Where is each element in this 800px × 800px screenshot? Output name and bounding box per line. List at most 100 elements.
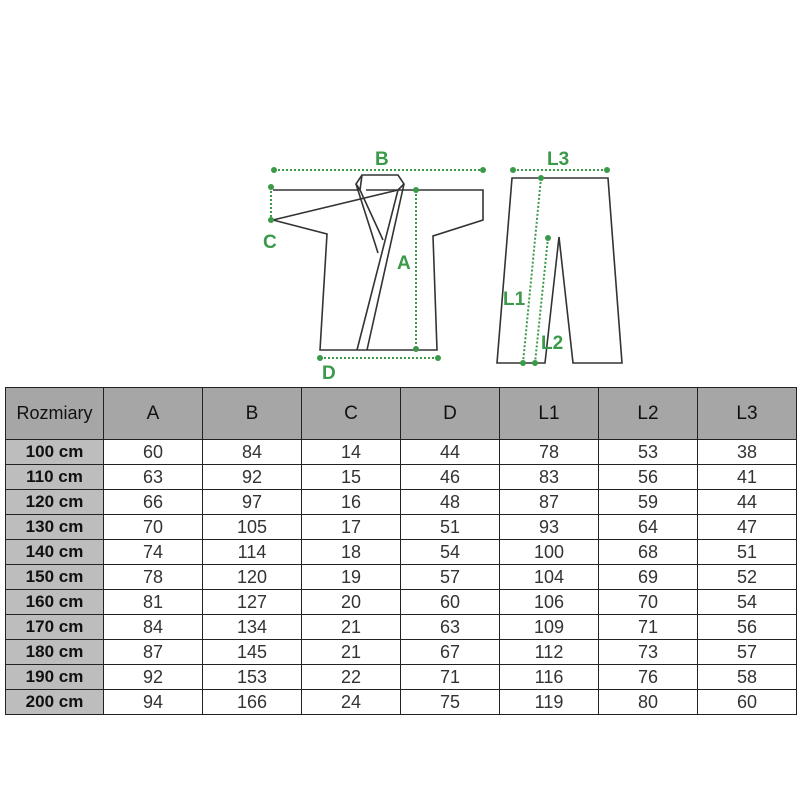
column-header-b: B — [202, 387, 302, 440]
measurement-cell: 120 — [202, 564, 302, 590]
label-l1: L1 — [503, 289, 526, 310]
measurement-cell: 14 — [301, 439, 401, 465]
size-cell: 120 cm — [5, 489, 104, 515]
measurement-cell: 78 — [103, 564, 203, 590]
label-l2: L2 — [541, 333, 563, 354]
size-cell: 170 cm — [5, 614, 104, 640]
measurement-cell: 69 — [598, 564, 698, 590]
column-header-rozmiary: Rozmiary — [5, 387, 104, 440]
size-cell: 130 cm — [5, 514, 104, 540]
measurement-cell: 73 — [598, 639, 698, 665]
table-row: 100 cm 60 84 14 44 78 53 38 — [5, 439, 797, 465]
table-row: 200 cm 94 166 24 75 119 80 60 — [5, 689, 797, 715]
measurement-cell: 92 — [103, 664, 203, 690]
table-row: 150 cm 78 120 19 57 104 69 52 — [5, 564, 797, 590]
label-b: B — [375, 149, 389, 170]
measurement-cell: 106 — [499, 589, 599, 615]
measurement-cell: 70 — [103, 514, 203, 540]
measurement-cell: 153 — [202, 664, 302, 690]
measurement-cell: 97 — [202, 489, 302, 515]
size-table: Rozmiary A B C D L1 L2 L3 100 cm 60 84 14 44 78 53 38 1… — [5, 387, 797, 715]
table-row: 120 cm 66 97 16 48 87 59 44 — [5, 489, 797, 515]
size-cell: 110 cm — [5, 464, 104, 490]
measurement-cell: 87 — [103, 639, 203, 665]
measurement-cell: 80 — [598, 689, 698, 715]
measurement-cell: 59 — [598, 489, 698, 515]
measurement-cell: 54 — [697, 589, 797, 615]
measurement-cell: 67 — [400, 639, 500, 665]
measurement-cell: 54 — [400, 539, 500, 565]
measurement-cell: 56 — [598, 464, 698, 490]
measurement-cell: 78 — [499, 439, 599, 465]
size-cell: 180 cm — [5, 639, 104, 665]
measurement-cell: 52 — [697, 564, 797, 590]
label-a: A — [397, 253, 411, 274]
measurement-cell: 116 — [499, 664, 599, 690]
measurement-cell: 74 — [103, 539, 203, 565]
measurement-cell: 63 — [103, 464, 203, 490]
measurement-cell: 84 — [202, 439, 302, 465]
measurement-cell: 41 — [697, 464, 797, 490]
measurement-cell: 21 — [301, 639, 401, 665]
measurement-cell: 104 — [499, 564, 599, 590]
measurement-cell: 53 — [598, 439, 698, 465]
measurement-cell: 66 — [103, 489, 203, 515]
measurement-cell: 63 — [400, 614, 500, 640]
label-d: D — [322, 363, 336, 384]
column-header-l1: L1 — [499, 387, 599, 440]
measurement-cell: 21 — [301, 614, 401, 640]
measurement-cell: 119 — [499, 689, 599, 715]
measurement-cell: 20 — [301, 589, 401, 615]
size-cell: 200 cm — [5, 689, 104, 715]
table-row: 110 cm 63 92 15 46 83 56 41 — [5, 464, 797, 490]
jacket-outline — [272, 174, 484, 351]
measurement-cell: 58 — [697, 664, 797, 690]
table-header-row: Rozmiary A B C D L1 L2 L3 — [5, 387, 797, 440]
column-header-d: D — [400, 387, 500, 440]
measurement-cell: 71 — [400, 664, 500, 690]
measurement-cell: 60 — [697, 689, 797, 715]
measurement-cell: 51 — [400, 514, 500, 540]
measurement-cell: 18 — [301, 539, 401, 565]
measurement-cell: 105 — [202, 514, 302, 540]
size-cell: 150 cm — [5, 564, 104, 590]
measurement-cell: 112 — [499, 639, 599, 665]
measurement-lines — [270, 169, 607, 364]
measurement-cell: 44 — [400, 439, 500, 465]
column-header-a: A — [103, 387, 203, 440]
label-l3: L3 — [547, 149, 569, 170]
measurement-cell: 92 — [202, 464, 302, 490]
table-row: 130 cm 70 105 17 51 93 64 47 — [5, 514, 797, 540]
measurement-cell: 134 — [202, 614, 302, 640]
measurement-cell: 44 — [697, 489, 797, 515]
table-row: 170 cm 84 134 21 63 109 71 56 — [5, 614, 797, 640]
measurement-cell: 145 — [202, 639, 302, 665]
measurement-cell: 17 — [301, 514, 401, 540]
column-header-c: C — [301, 387, 401, 440]
measurement-cell: 64 — [598, 514, 698, 540]
measurement-cell: 76 — [598, 664, 698, 690]
size-cell: 190 cm — [5, 664, 104, 690]
measurement-cell: 22 — [301, 664, 401, 690]
measurement-cell: 38 — [697, 439, 797, 465]
measurement-points — [268, 167, 610, 366]
measurement-cell: 15 — [301, 464, 401, 490]
measurement-cell: 51 — [697, 539, 797, 565]
label-c: C — [263, 232, 277, 253]
measurement-cell: 60 — [400, 589, 500, 615]
measurement-cell: 83 — [499, 464, 599, 490]
table-row: 140 cm 74 114 18 54 100 68 51 — [5, 539, 797, 565]
measurement-cell: 94 — [103, 689, 203, 715]
measurement-cell: 57 — [697, 639, 797, 665]
table-row: 180 cm 87 145 21 67 112 73 57 — [5, 639, 797, 665]
measurement-cell: 71 — [598, 614, 698, 640]
measurement-cell: 48 — [400, 489, 500, 515]
table-row: 160 cm 81 127 20 60 106 70 54 — [5, 589, 797, 615]
size-cell: 160 cm — [5, 589, 104, 615]
column-header-l2: L2 — [598, 387, 698, 440]
column-header-l3: L3 — [697, 387, 797, 440]
measurement-cell: 24 — [301, 689, 401, 715]
measurement-cell: 93 — [499, 514, 599, 540]
measurement-cell: 68 — [598, 539, 698, 565]
measurement-cell: 87 — [499, 489, 599, 515]
